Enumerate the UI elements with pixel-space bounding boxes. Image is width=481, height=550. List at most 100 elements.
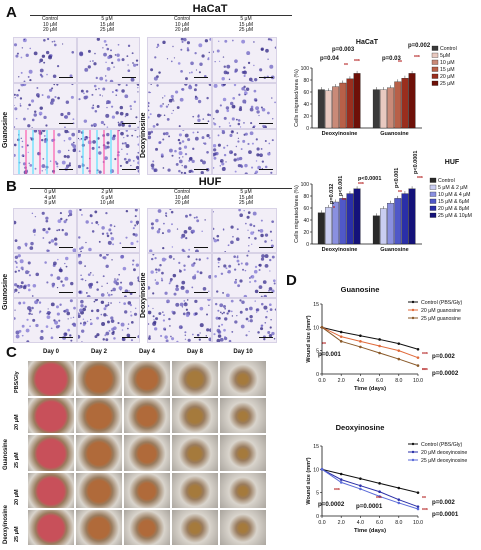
- stained-cell: [131, 62, 134, 64]
- stained-cell: [94, 109, 97, 113]
- stained-cell: [198, 258, 201, 261]
- stained-cell: [68, 209, 73, 214]
- stained-cell: [167, 168, 171, 172]
- stained-cell: [175, 162, 179, 166]
- stained-cell: [61, 228, 64, 232]
- stained-cell: [104, 79, 107, 82]
- stained-cell: [209, 114, 211, 117]
- stained-cell: [20, 137, 22, 140]
- stained-cell: [255, 170, 259, 174]
- stained-cell: [235, 278, 237, 281]
- stained-cell: [228, 339, 232, 342]
- x-tick-label: 0.0: [318, 520, 325, 526]
- stained-cell: [136, 223, 138, 226]
- stained-cell: [202, 118, 205, 120]
- stained-cell: [183, 165, 188, 169]
- stained-cell: [71, 51, 75, 54]
- legend-label: 20 μM: [440, 74, 455, 80]
- x-tick-label: 8.0: [395, 378, 402, 384]
- stained-cell: [181, 288, 184, 291]
- x-tick-label: 10.0: [413, 378, 423, 384]
- stained-cell: [252, 211, 257, 216]
- cell-texture: [148, 299, 211, 342]
- stained-cell: [168, 282, 171, 285]
- stained-cell: [100, 226, 105, 230]
- stained-cell: [129, 303, 132, 307]
- stained-cell: [167, 229, 171, 233]
- y-tick-label: 0: [306, 126, 309, 132]
- stained-cell: [134, 215, 137, 218]
- significance-stars: ***: [422, 508, 428, 514]
- stained-cell: [98, 240, 101, 243]
- color-artifact: [18, 130, 20, 174]
- p-value-annotation: p=0.002: [432, 499, 455, 506]
- stained-cell: [29, 246, 34, 250]
- stained-cell: [162, 246, 165, 250]
- stained-cell: [77, 98, 81, 101]
- stained-cell: [44, 169, 47, 171]
- stained-cell: [120, 89, 125, 93]
- stained-cell: [255, 138, 258, 141]
- stained-cell: [104, 75, 106, 77]
- stained-cell: [27, 108, 29, 110]
- stained-cell: [166, 58, 169, 60]
- stained-cell: [186, 299, 189, 301]
- stained-cell: [183, 268, 186, 271]
- stained-cell: [237, 122, 241, 126]
- stained-cell: [269, 230, 272, 233]
- scale-bar: [122, 168, 136, 170]
- scale-bar: [122, 122, 136, 124]
- x-tick-label: 4.0: [357, 520, 364, 526]
- stained-cell: [273, 282, 276, 285]
- stained-cell: [177, 62, 181, 65]
- stained-cell: [171, 310, 174, 313]
- p-value-annotation: p=0.0001: [432, 511, 459, 518]
- stained-cell: [34, 300, 39, 305]
- wound-photo: [171, 471, 219, 509]
- stained-cell: [50, 239, 55, 243]
- stained-cell: [199, 271, 203, 275]
- stained-cell: [155, 317, 159, 321]
- stained-cell: [135, 263, 139, 267]
- data-point: [339, 330, 343, 334]
- color-artifact: [109, 130, 112, 174]
- stained-cell: [21, 140, 24, 143]
- stained-cell: [21, 334, 24, 337]
- stained-cell: [68, 163, 71, 167]
- stained-cell: [31, 118, 35, 122]
- stained-cell: [196, 270, 200, 273]
- stained-cell: [239, 310, 243, 314]
- stained-cell: [178, 151, 183, 156]
- b-guanosine-cell: [13, 298, 77, 343]
- color-artifact: [53, 130, 55, 174]
- stained-cell: [89, 322, 93, 326]
- stained-cell: [196, 333, 200, 337]
- stained-cell: [219, 303, 224, 308]
- legend-label: 25 μM & 10μM: [438, 213, 472, 219]
- stained-cell: [194, 275, 197, 277]
- stained-cell: [125, 144, 130, 149]
- stained-cell: [90, 124, 93, 127]
- stained-cell: [95, 76, 98, 80]
- stained-cell: [169, 280, 172, 283]
- stained-cell: [154, 268, 158, 271]
- b-deoxyinosine-cell: [147, 298, 212, 343]
- wound-photo: [219, 434, 267, 472]
- stained-cell: [14, 260, 17, 263]
- data-point: [397, 342, 401, 345]
- stained-cell: [179, 302, 184, 307]
- legend-label: Control (PBS/Gly): [421, 300, 462, 306]
- stained-cell: [77, 236, 81, 239]
- stained-cell: [228, 78, 231, 81]
- stained-cell: [45, 325, 49, 328]
- significance-stars: **: [422, 496, 426, 502]
- stained-cell: [56, 84, 59, 86]
- color-artifact: [116, 130, 119, 174]
- stained-cell: [54, 237, 58, 241]
- stained-cell: [106, 234, 109, 238]
- stained-cell: [14, 288, 18, 292]
- stained-cell: [27, 124, 31, 128]
- stained-cell: [154, 327, 158, 331]
- stained-cell: [169, 325, 171, 327]
